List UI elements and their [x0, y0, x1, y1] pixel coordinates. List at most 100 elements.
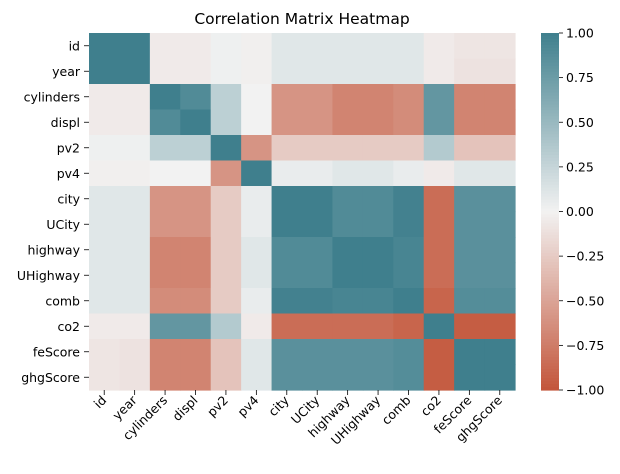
- heatmap-cell-cylinders-UCity: [302, 84, 334, 111]
- colorbar-segment: [541, 33, 559, 37]
- heatmap-cell-UHighway-cylinders: [149, 262, 181, 289]
- heatmap-cell-ghgScore-comb: [393, 364, 425, 391]
- heatmap-cell-city-comb: [393, 186, 425, 213]
- x-tick-label-pv2: pv2: [204, 393, 231, 420]
- colorbar-segment: [541, 74, 559, 79]
- heatmap-cell-displ-highway: [332, 109, 364, 136]
- heatmap-cell-year-UHighway: [362, 58, 394, 85]
- heatmap-cell-pv2-id: [89, 135, 121, 162]
- heatmap-cell-highway-pv2: [210, 237, 242, 264]
- heatmap-cell-UCity-displ: [180, 211, 212, 238]
- y-tick-label-co2: co2: [58, 319, 80, 334]
- heatmap-cell-city-ghgScore: [484, 186, 516, 213]
- heatmap-cell-feScore-city: [271, 339, 303, 366]
- heatmap-cell-highway-ghgScore: [484, 237, 516, 264]
- heatmap-cell-UHighway-UCity: [302, 262, 334, 289]
- y-tick-label-UHighway: UHighway: [17, 268, 81, 283]
- heatmap-cell-pv2-pv2: [210, 135, 242, 162]
- y-tick-label-comb: comb: [45, 293, 80, 308]
- heatmap-cell-feScore-displ: [180, 339, 212, 366]
- heatmap-cell-highway-highway: [332, 237, 364, 264]
- chart-title: Correlation Matrix Heatmap: [194, 10, 409, 28]
- colorbar-segment: [541, 128, 559, 132]
- heatmap-cell-cylinders-id: [89, 84, 121, 111]
- heatmap-cell-UCity-UCity: [302, 211, 334, 238]
- heatmap-cell-ghgScore-cylinders: [149, 364, 181, 391]
- heatmap-cell-pv4-co2: [423, 160, 455, 187]
- colorbar-segment: [541, 202, 559, 207]
- heatmap-cell-cylinders-pv4: [241, 84, 273, 111]
- colorbar-segment: [541, 366, 559, 370]
- colorbar-segment: [541, 300, 559, 305]
- heatmap-cell-city-feScore: [454, 186, 486, 213]
- heatmap-cell-pv2-feScore: [454, 135, 486, 162]
- heatmap-cell-id-year: [119, 33, 151, 60]
- heatmap-cell-co2-pv2: [210, 313, 242, 340]
- heatmap-cell-feScore-ghgScore: [484, 339, 516, 366]
- colorbar-segment: [541, 250, 559, 254]
- heatmap-cell-id-highway: [332, 33, 364, 60]
- colorbar-segment: [541, 131, 559, 135]
- colorbar-segment: [541, 101, 559, 105]
- colorbar-segment: [541, 211, 559, 216]
- heatmap-cell-ghgScore-feScore: [454, 364, 486, 391]
- heatmap-cell-cylinders-ghgScore: [484, 84, 516, 111]
- heatmap-cell-year-year: [119, 58, 151, 85]
- heatmap-cell-co2-UCity: [302, 313, 334, 340]
- heatmap-cell-comb-pv2: [210, 288, 242, 315]
- y-tick-label-pv2: pv2: [57, 140, 80, 155]
- heatmap-cell-UHighway-id: [89, 262, 121, 289]
- heatmap-cell-UCity-cylinders: [149, 211, 181, 238]
- heatmap-cell-comb-city: [271, 288, 303, 315]
- colorbar-segment: [541, 244, 559, 248]
- colorbar-segment: [541, 104, 559, 108]
- heatmap-cell-comb-UCity: [302, 288, 334, 315]
- heatmap-cell-UCity-UHighway: [362, 211, 394, 238]
- heatmap-cell-feScore-UHighway: [362, 339, 394, 366]
- x-tick-label-comb: comb: [379, 392, 414, 427]
- colorbar-segment: [541, 357, 559, 361]
- heatmap-cell-displ-feScore: [454, 109, 486, 136]
- y-tick-label-ghgScore: ghgScore: [21, 370, 80, 385]
- heatmap-cell-city-id: [89, 186, 121, 213]
- heatmap-cell-id-feScore: [454, 33, 486, 60]
- heatmap-cell-pv2-ghgScore: [484, 135, 516, 162]
- heatmap-cell-cylinders-feScore: [454, 84, 486, 111]
- y-tick-label-year: year: [52, 64, 81, 79]
- heatmap-cell-year-pv4: [241, 58, 273, 85]
- colorbar-segment: [541, 321, 559, 326]
- colorbar-segment: [541, 62, 559, 67]
- heatmap-cell-pv2-displ: [180, 135, 212, 162]
- colorbar-segment: [541, 262, 559, 266]
- colorbar-segment: [541, 372, 559, 376]
- heatmap-cell-id-city: [271, 33, 303, 60]
- heatmap-cell-id-displ: [180, 33, 212, 60]
- colorbar-segment: [541, 306, 559, 311]
- x-tick-label-displ: displ: [169, 393, 200, 424]
- colorbar-segment: [541, 241, 559, 245]
- heatmap-cell-displ-id: [89, 109, 121, 136]
- heatmap-cell-id-comb: [393, 33, 425, 60]
- colorbar-segment: [541, 271, 559, 275]
- heatmap-cell-comb-cylinders: [149, 288, 181, 315]
- colorbar-segment: [541, 238, 559, 242]
- heatmap-cell-city-cylinders: [149, 186, 181, 213]
- heatmap-cell-co2-cylinders: [149, 313, 181, 340]
- heatmap-cell-feScore-id: [89, 339, 121, 366]
- colorbar-segment: [541, 256, 559, 260]
- heatmap-cell-UCity-highway: [332, 211, 364, 238]
- x-tick-label-pv4: pv4: [234, 392, 261, 419]
- heatmap-cell-co2-id: [89, 313, 121, 340]
- heatmap-cell-comb-id: [89, 288, 121, 315]
- y-tick-label-highway: highway: [27, 242, 80, 257]
- colorbar-segment: [541, 50, 559, 55]
- heatmap-cell-co2-comb: [393, 313, 425, 340]
- colorbar-segment: [541, 68, 559, 73]
- heatmap-cell-pv4-comb: [393, 160, 425, 187]
- colorbar-tick-label: −0.25: [566, 249, 604, 264]
- heatmap-cell-comb-year: [119, 288, 151, 315]
- heatmap-cell-co2-co2: [423, 313, 455, 340]
- colorbar-segment: [541, 220, 559, 225]
- colorbar-segment: [541, 44, 559, 49]
- heatmap-cell-year-pv2: [210, 58, 242, 85]
